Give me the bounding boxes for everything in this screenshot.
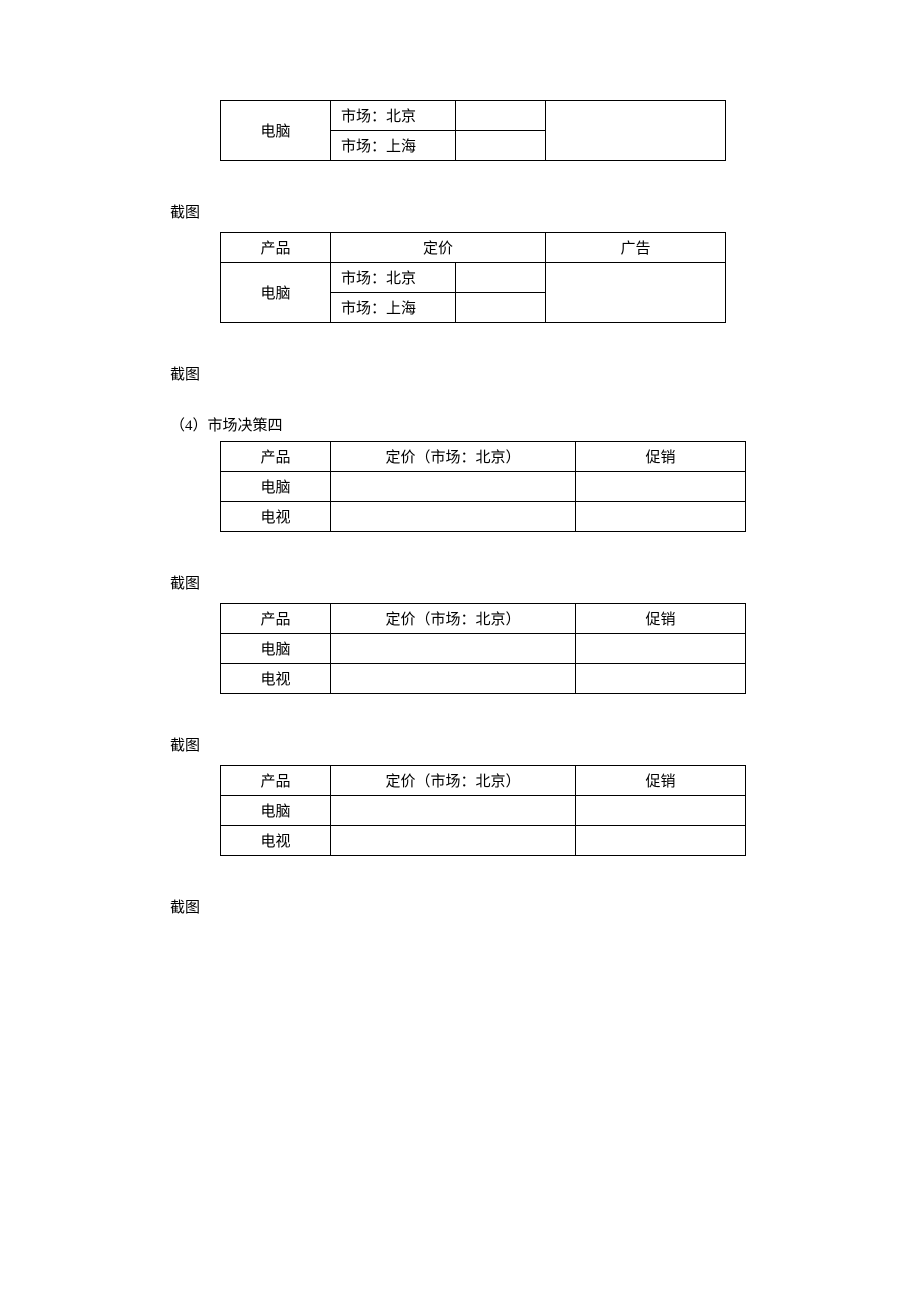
cell-empty xyxy=(456,101,546,131)
table-row: 电脑 xyxy=(221,796,746,826)
table-row: 电脑 市场：北京 xyxy=(221,101,726,131)
cell-market-sh: 市场：上海 xyxy=(331,131,456,161)
header-pricing-bj: 定价（市场：北京） xyxy=(331,442,576,472)
cell-empty xyxy=(576,472,746,502)
table-3: 产品 定价（市场：北京） 促销 电脑 电视 xyxy=(220,441,746,532)
cell-empty xyxy=(331,826,576,856)
cell-market-bj: 市场：北京 xyxy=(331,263,456,293)
table-4: 产品 定价（市场：北京） 促销 电脑 电视 xyxy=(220,603,746,694)
cell-empty xyxy=(456,263,546,293)
table-header-row: 产品 定价 广告 xyxy=(221,233,726,263)
table-row: 电脑 市场：北京 xyxy=(221,263,726,293)
cell-product: 电脑 xyxy=(221,263,331,323)
table-1-partial: 电脑 市场：北京 市场：上海 xyxy=(220,100,726,161)
cell-product: 电视 xyxy=(221,502,331,532)
cell-empty xyxy=(331,796,576,826)
table-row: 电视 xyxy=(221,826,746,856)
cell-market-bj: 市场：北京 xyxy=(331,101,456,131)
header-pricing-bj: 定价（市场：北京） xyxy=(331,604,576,634)
cell-product: 电脑 xyxy=(221,101,331,161)
cell-empty xyxy=(331,634,576,664)
cell-empty xyxy=(331,472,576,502)
header-pricing-bj: 定价（市场：北京） xyxy=(331,766,576,796)
table-5: 产品 定价（市场：北京） 促销 电脑 电视 xyxy=(220,765,746,856)
cell-product: 电脑 xyxy=(221,634,331,664)
cell-product: 电视 xyxy=(221,826,331,856)
header-promo: 促销 xyxy=(576,442,746,472)
header-pricing: 定价 xyxy=(331,233,546,263)
table-2: 产品 定价 广告 电脑 市场：北京 市场：上海 xyxy=(220,232,726,323)
header-product: 产品 xyxy=(221,604,331,634)
header-promo: 促销 xyxy=(576,604,746,634)
cell-product: 电视 xyxy=(221,664,331,694)
cell-empty xyxy=(331,502,576,532)
label-screenshot: 截图 xyxy=(170,363,750,384)
table-row: 电脑 xyxy=(221,634,746,664)
cell-product: 电脑 xyxy=(221,796,331,826)
label-screenshot: 截图 xyxy=(170,896,750,917)
cell-empty xyxy=(331,664,576,694)
header-product: 产品 xyxy=(221,766,331,796)
cell-empty xyxy=(456,293,546,323)
header-promo: 促销 xyxy=(576,766,746,796)
cell-empty xyxy=(576,502,746,532)
cell-empty xyxy=(456,131,546,161)
table-row: 电脑 xyxy=(221,472,746,502)
header-ad: 广告 xyxy=(546,233,726,263)
cell-empty xyxy=(546,101,726,161)
cell-empty xyxy=(576,826,746,856)
table-header-row: 产品 定价（市场：北京） 促销 xyxy=(221,604,746,634)
cell-empty xyxy=(576,664,746,694)
cell-empty xyxy=(576,796,746,826)
cell-empty xyxy=(546,263,726,323)
table-header-row: 产品 定价（市场：北京） 促销 xyxy=(221,766,746,796)
table-row: 电视 xyxy=(221,502,746,532)
header-product: 产品 xyxy=(221,442,331,472)
cell-product: 电脑 xyxy=(221,472,331,502)
cell-market-sh: 市场：上海 xyxy=(331,293,456,323)
cell-empty xyxy=(576,634,746,664)
label-screenshot: 截图 xyxy=(170,572,750,593)
section-4-heading: （4）市场决策四 xyxy=(170,414,750,435)
label-screenshot: 截图 xyxy=(170,734,750,755)
table-row: 电视 xyxy=(221,664,746,694)
header-product: 产品 xyxy=(221,233,331,263)
label-screenshot: 截图 xyxy=(170,201,750,222)
table-header-row: 产品 定价（市场：北京） 促销 xyxy=(221,442,746,472)
